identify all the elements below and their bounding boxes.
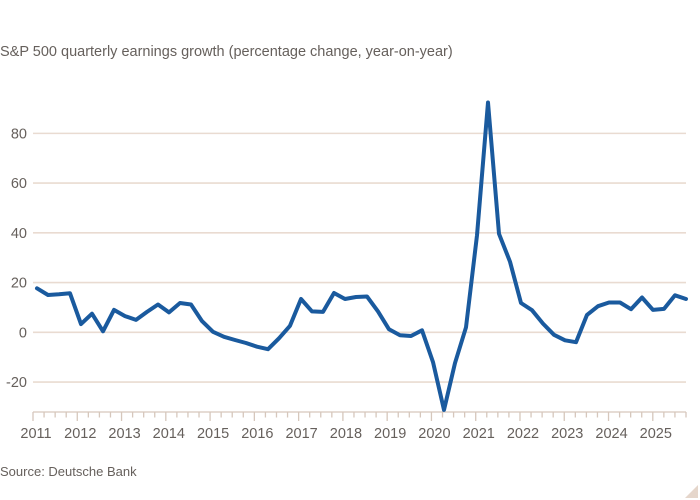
svg-text:60: 60 [11, 176, 27, 192]
svg-text:2017: 2017 [285, 426, 317, 442]
svg-text:2024: 2024 [595, 426, 627, 442]
svg-text:80: 80 [11, 126, 27, 142]
svg-text:40: 40 [11, 226, 27, 242]
x-axis-labels: 2011 2012 2013 2014 2015 2016 2017 2018 2019 2020… [20, 426, 672, 442]
svg-text:2018: 2018 [330, 426, 362, 442]
svg-text:2019: 2019 [374, 426, 406, 442]
svg-text:20: 20 [11, 276, 27, 292]
source-label: Source: Deutsche Bank [0, 464, 137, 479]
x-axis-ticks [32, 411, 687, 421]
y-axis-labels: 80 60 40 20 0 -20 [6, 126, 27, 391]
svg-text:2013: 2013 [108, 426, 140, 442]
svg-text:-20: -20 [6, 375, 27, 391]
svg-text:2012: 2012 [64, 426, 96, 442]
chart-title: S&P 500 quarterly earnings growth (perce… [0, 44, 453, 60]
svg-text:0: 0 [19, 325, 27, 341]
svg-text:2016: 2016 [241, 426, 273, 442]
corner-triangle-icon [685, 485, 698, 498]
svg-text:2022: 2022 [507, 426, 539, 442]
svg-text:2020: 2020 [418, 426, 450, 442]
svg-text:2023: 2023 [551, 426, 583, 442]
svg-text:2014: 2014 [153, 426, 185, 442]
series-line [35, 100, 688, 412]
svg-text:2011: 2011 [20, 426, 51, 442]
svg-text:2025: 2025 [640, 426, 672, 442]
gridlines [33, 132, 686, 383]
svg-text:2015: 2015 [197, 426, 229, 442]
svg-text:2021: 2021 [463, 426, 495, 442]
